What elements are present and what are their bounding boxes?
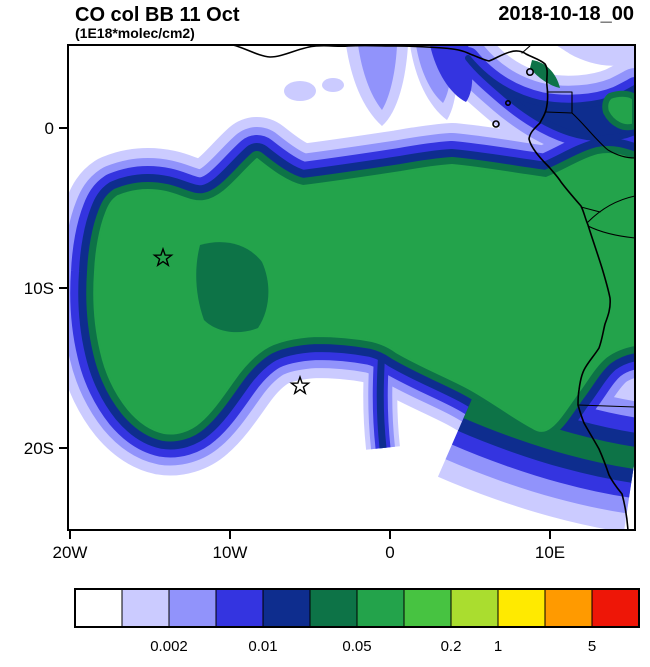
plot-datestamp: 2018-10-18_00 (498, 3, 634, 25)
colorbar-cell (215, 588, 264, 628)
plot-units-subtitle: (1E18*molec/cm2) (75, 25, 195, 41)
colorbar-cell (309, 588, 358, 628)
colorbar-cell (262, 588, 311, 628)
y-tick-label-10s: 10S (24, 279, 54, 298)
x-tick-label-10w: 10W (213, 543, 248, 562)
y-axis: 0 10S 20S (24, 119, 68, 458)
x-tick-label-20w: 20W (53, 543, 88, 562)
colorbar-tick-0002: 0.002 (150, 638, 188, 655)
colorbar: 0.002 0.01 0.05 0.2 1 5 (74, 588, 640, 655)
y-tick-label-20s: 20S (24, 439, 54, 458)
colorbar-tick-5: 5 (588, 638, 596, 655)
colorbar-frame (74, 588, 640, 628)
plot-title: CO col BB 11 Oct (75, 4, 240, 26)
colorbar-tick-005: 0.05 (342, 638, 371, 655)
country-borders (521, 45, 635, 408)
colorbar-cell (591, 588, 640, 628)
colorbar-cell (497, 588, 546, 628)
y-tick-label-0: 0 (45, 119, 54, 138)
colorbar-tick-1: 1 (494, 638, 502, 655)
colorbar-cell (74, 588, 123, 628)
contour-core-green-plume (93, 90, 635, 435)
colorbar-cell (403, 588, 452, 628)
map-field (68, 45, 635, 530)
island-bioko (525, 68, 534, 77)
island-sao-tome (492, 120, 500, 128)
colorbar-cell (168, 588, 217, 628)
x-tick-label-10e: 10E (535, 543, 565, 562)
colorbar-cell (121, 588, 170, 628)
x-tick-label-0: 0 (385, 543, 394, 562)
colorbar-tick-02: 0.2 (441, 638, 462, 655)
x-axis: 20W 10W 0 10E (53, 530, 565, 562)
colorbar-tick-001: 0.01 (248, 638, 277, 655)
colorbar-cell (356, 588, 405, 628)
colorbar-cell (450, 588, 499, 628)
colorbar-cell (544, 588, 593, 628)
island-principe (504, 100, 511, 107)
